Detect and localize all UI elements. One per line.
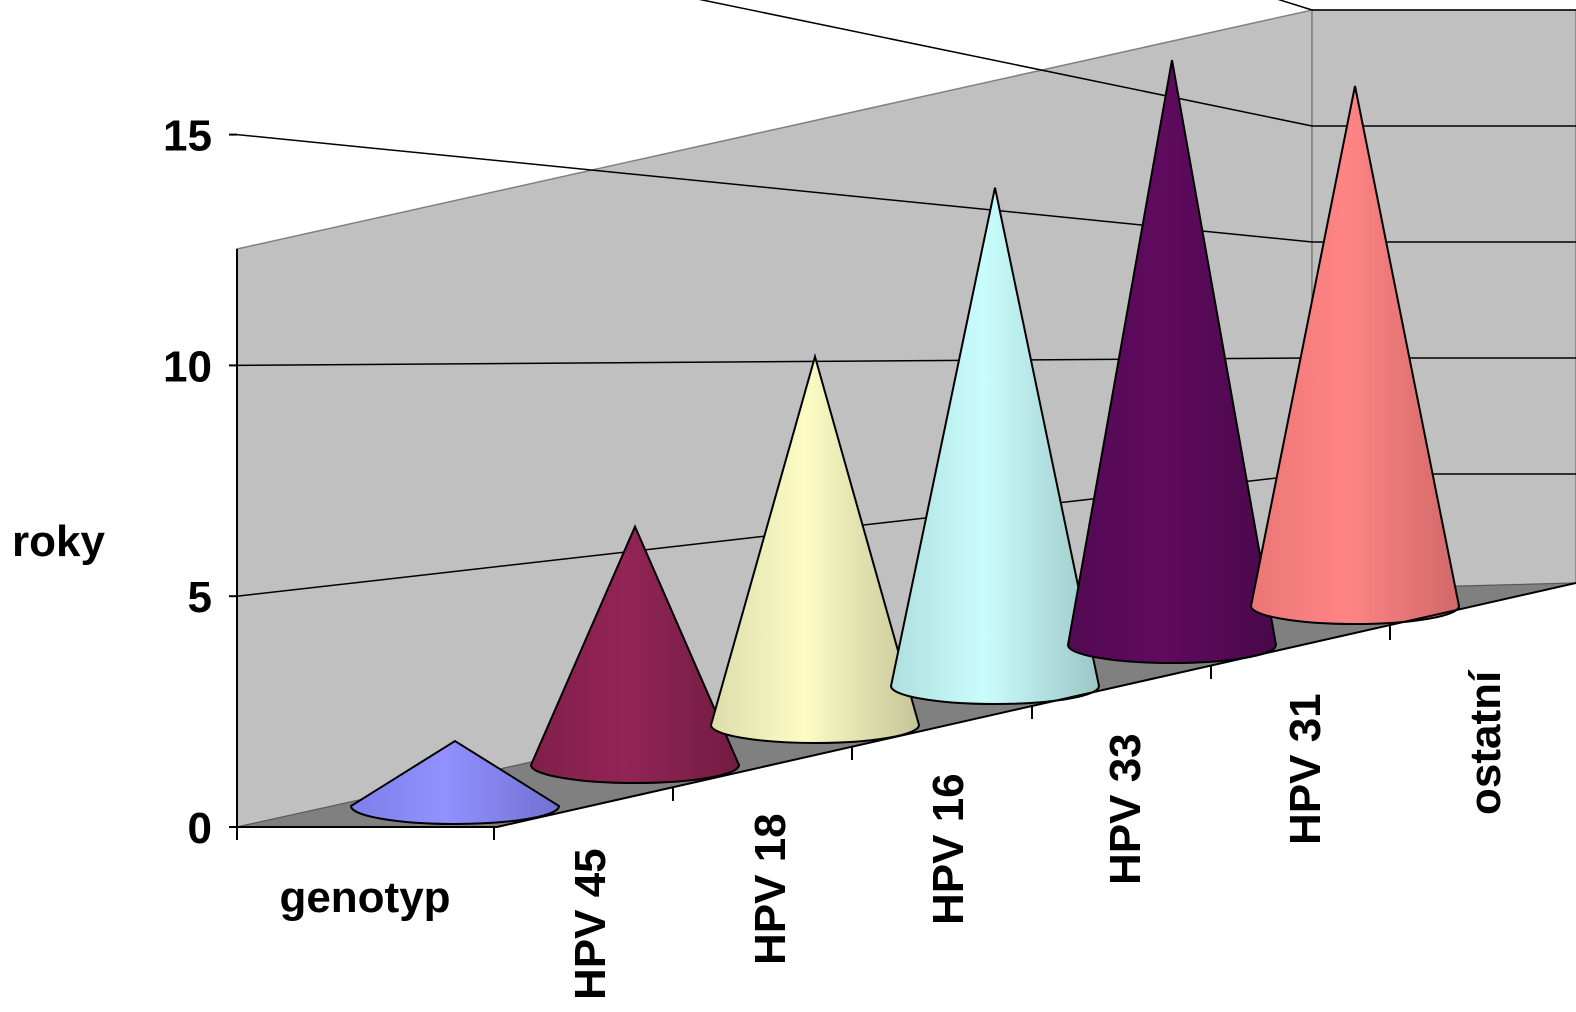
cone-mark — [529, 524, 741, 784]
cone-mark — [709, 352, 921, 744]
y-tick-label: 10 — [163, 342, 212, 391]
y-tick-label: 5 — [188, 573, 212, 622]
cone-mark — [1066, 59, 1278, 664]
x-category-label: HPV 16 — [924, 773, 973, 925]
x-category-label: HPV 31 — [1281, 693, 1330, 845]
x-axis-tick-labels: genotyp HPV 45 HPV 18 HPV 16 HPV 33 HPV 31 ost… — [279, 669, 1510, 1000]
axes — [229, 133, 1576, 840]
x-category-label: genotyp — [279, 873, 450, 922]
cone-mark — [1249, 85, 1461, 625]
cone-mark — [349, 739, 561, 825]
x-category-label: HPV 45 — [566, 848, 615, 1000]
gridline — [698, 0, 1313, 127]
y-axis-title: roky — [12, 517, 105, 566]
y-tick-label: 15 — [163, 112, 212, 161]
x-category-label: HPV 33 — [1101, 733, 1150, 885]
y-tick-label: 0 — [188, 804, 212, 853]
x-category-label: ostatní — [1461, 669, 1510, 815]
x-axis-line — [496, 582, 1576, 828]
y-axis-tick-labels: 0510152025 — [163, 112, 212, 853]
x-category-label: HPV 18 — [746, 813, 795, 965]
gridline — [1277, 0, 1313, 11]
gridline — [236, 133, 1313, 243]
cone-series — [349, 59, 1461, 825]
